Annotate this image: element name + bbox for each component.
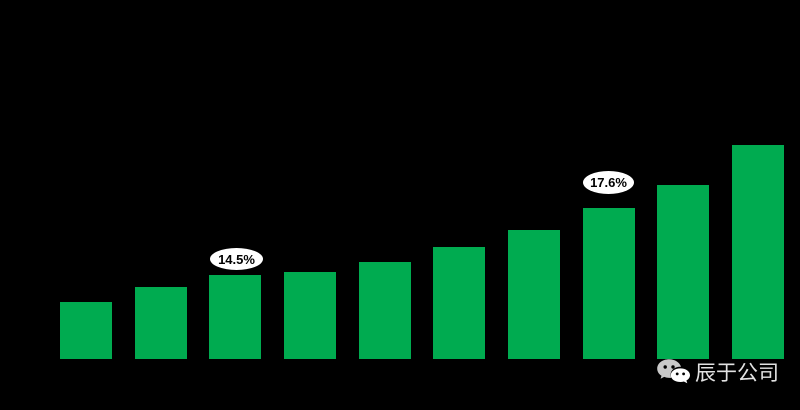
cagr-callout: 14.5% (210, 248, 263, 270)
bar (284, 272, 336, 359)
bar (508, 230, 560, 359)
watermark-text: 辰于公司 (695, 361, 779, 385)
bar (359, 262, 411, 359)
cagr-callout: 17.6% (583, 171, 634, 194)
bar (135, 287, 187, 359)
wechat-watermark: 辰于公司 (656, 357, 779, 389)
bar (209, 275, 261, 359)
bar (657, 185, 709, 359)
wechat-icon (656, 358, 692, 389)
bar (433, 247, 485, 359)
bar (60, 302, 112, 359)
bar (583, 208, 635, 359)
bar (732, 145, 784, 359)
